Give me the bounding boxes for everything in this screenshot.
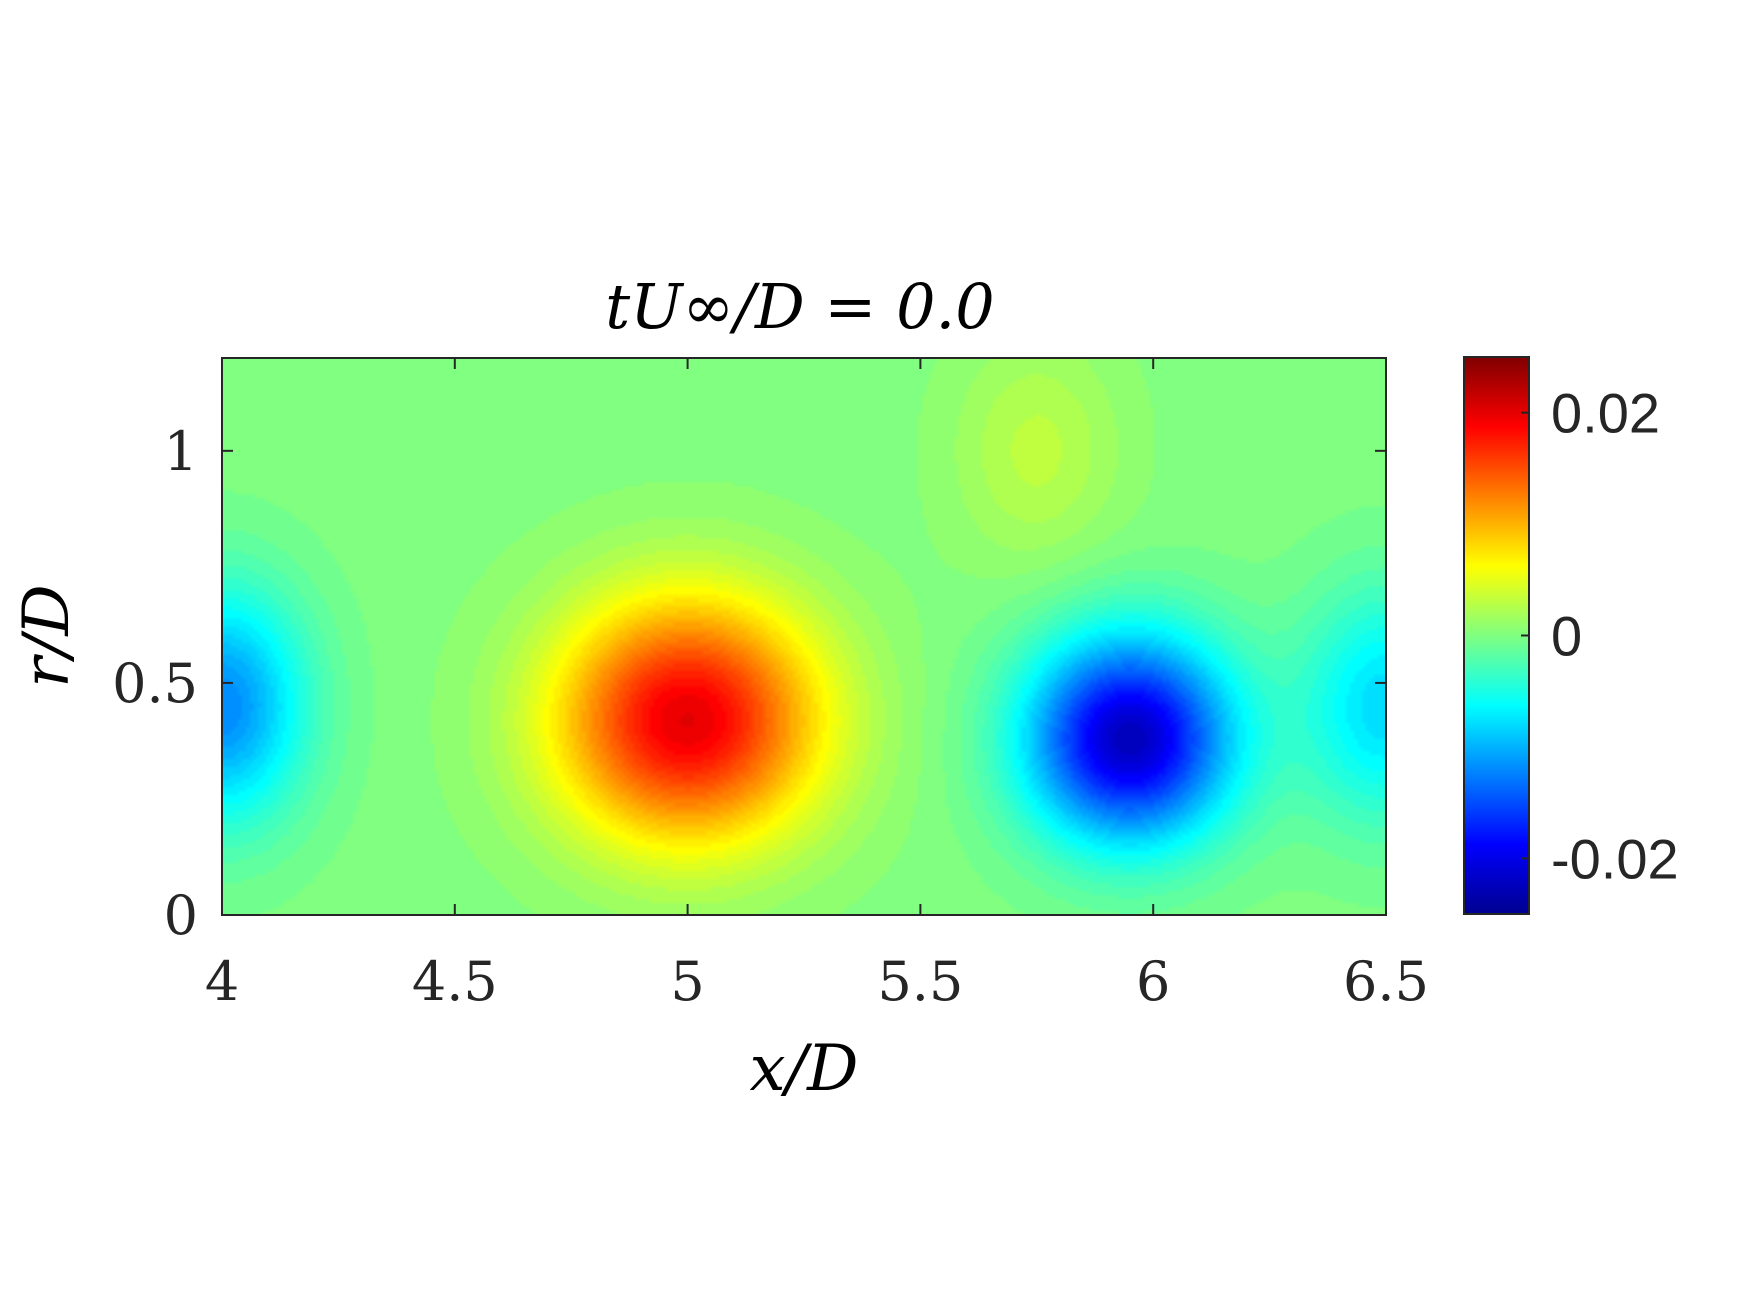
x-tick-label: 5 [670, 950, 704, 1013]
colorbar-tick-label: 0 [1551, 605, 1582, 668]
heatmap-field [222, 358, 1386, 915]
x-tick-label: 5.5 [877, 950, 963, 1013]
colorbar-gradient [1464, 357, 1529, 914]
x-tick-label: 4.5 [412, 950, 498, 1013]
x-tick-label: 4 [205, 950, 239, 1013]
chart-title: tU∞/D = 0.0 [605, 270, 994, 343]
colorbar: -0.02 0 0.02 [1463, 356, 1679, 915]
y-tick-label: 0.5 [112, 652, 198, 715]
y-tick-label: 1 [164, 420, 198, 483]
x-tick-label: 6 [1136, 950, 1170, 1013]
plot-frame [221, 357, 1387, 916]
y-tick-group: 00.51 [112, 420, 1386, 947]
x-tick-label: 6.5 [1343, 950, 1429, 1013]
x-tick-group: 4 4.5 5 5.5 6 6.5 [205, 358, 1429, 1013]
colorbar-tick-group: -0.02 0 0.02 [1521, 382, 1679, 890]
plot-area: 4 4.5 5 5.5 6 6.5 00.51 [112, 357, 1429, 1013]
colorbar-tick-label: 0.02 [1551, 382, 1660, 445]
y-tick-label: 0 [164, 884, 198, 947]
y-axis-label: r/D [10, 584, 84, 687]
x-axis-label: x/D [750, 1032, 859, 1106]
colorbar-tick-label: -0.02 [1551, 827, 1679, 890]
